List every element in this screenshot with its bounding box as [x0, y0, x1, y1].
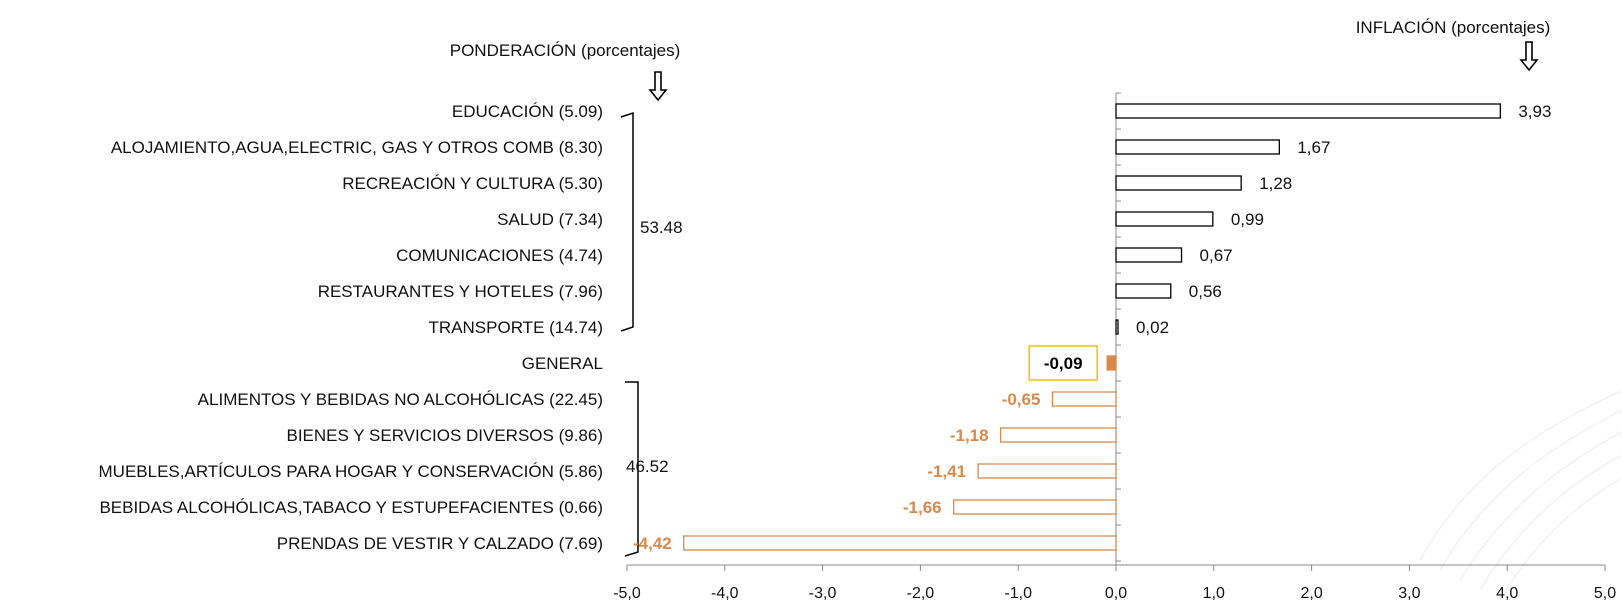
value-label: 0,99: [1231, 210, 1264, 229]
bar: [1051, 391, 1117, 407]
bar: [1115, 103, 1502, 119]
x-tick-label: -5,0: [613, 585, 641, 602]
bar: [1115, 319, 1119, 335]
bars-group: [683, 103, 1502, 551]
category-label: BEBIDAS ALCOHÓLICAS,TABACO Y ESTUPEFACIE…: [99, 498, 603, 517]
upper-group-bracket: [620, 111, 634, 332]
value-label: -1,41: [927, 462, 966, 481]
left-header: PONDERACIÓN (porcentajes): [450, 41, 681, 60]
bar: [977, 463, 1117, 479]
right-header: INFLACIÓN (porcentajes): [1356, 18, 1551, 37]
value-label: -1,18: [950, 426, 989, 445]
left-arrow-icon: [648, 71, 668, 102]
category-label: TRANSPORTE (14.74): [429, 318, 603, 337]
x-tick-label: 2,0: [1300, 585, 1322, 602]
category-label: RECREACIÓN Y CULTURA (5.30): [342, 174, 603, 193]
bar: [1115, 175, 1242, 191]
lower-group-bracket: [624, 381, 639, 557]
category-label: RESTAURANTES Y HOTELES (7.96): [318, 282, 603, 301]
bar: [1115, 139, 1280, 155]
x-tick-label: 5,0: [1594, 585, 1616, 602]
x-tick-label: 0,0: [1105, 585, 1127, 602]
upper-group-total: 53.48: [640, 218, 683, 237]
x-tick-label: -2,0: [907, 585, 935, 602]
category-label: COMUNICACIONES (4.74): [396, 246, 603, 265]
category-label: ALIMENTOS Y BEBIDAS NO ALCOHÓLICAS (22.4…: [198, 390, 603, 409]
x-axis: -5,0 -4,0 -3,0 -2,0 -1,0 0,0 1,0 2,0 3,0 4,0 5,0: [613, 92, 1616, 602]
category-labels: EDUCACIÓN (5.09) ALOJAMIENTO,AGUA,ELECTRI…: [99, 102, 603, 553]
bar: [953, 499, 1117, 515]
right-arrow-icon: [1519, 41, 1539, 72]
general-value-box: [1028, 345, 1098, 381]
watermark-graphic: [1419, 389, 1622, 601]
bar: [999, 427, 1117, 443]
bar: [1115, 247, 1183, 263]
value-label: 1,28: [1259, 174, 1292, 193]
value-label: 3,93: [1518, 102, 1551, 121]
category-label: GENERAL: [522, 354, 603, 373]
value-label: -0,09: [1044, 354, 1083, 373]
bar: [683, 535, 1117, 551]
x-tick-label: -3,0: [809, 585, 837, 602]
bar: [1106, 355, 1117, 371]
x-tick-label: 3,0: [1398, 585, 1420, 602]
x-tick-label: 4,0: [1496, 585, 1518, 602]
category-label: EDUCACIÓN (5.09): [452, 102, 603, 121]
value-label: 1,67: [1297, 138, 1330, 157]
value-label: 0,02: [1136, 318, 1169, 337]
bar: [1115, 211, 1214, 227]
lower-group-total: 46.52: [626, 457, 669, 476]
x-tick-label: 1,0: [1203, 585, 1225, 602]
x-tick-label: -1,0: [1004, 585, 1032, 602]
category-label: MUEBLES,ARTÍCULOS PARA HOGAR Y CONSERVAC…: [99, 462, 603, 481]
bar: [1115, 283, 1172, 299]
value-label: -0,65: [1002, 390, 1041, 409]
category-label: BIENES Y SERVICIOS DIVERSOS (9.86): [286, 426, 603, 445]
x-tick-label: -4,0: [711, 585, 739, 602]
value-label: 0,67: [1200, 246, 1233, 265]
value-label: 0,56: [1189, 282, 1222, 301]
category-label: SALUD (7.34): [497, 210, 603, 229]
category-label: PRENDAS DE VESTIR Y CALZADO (7.69): [277, 534, 603, 553]
category-label: ALOJAMIENTO,AGUA,ELECTRIC, GAS Y OTROS C…: [111, 138, 603, 157]
value-label: -1,66: [903, 498, 942, 517]
value-labels: 3,93 1,67 1,28 0,99 0,67 0,56 0,02 -0,09-0,65 -1…: [633, 102, 1551, 553]
value-label: -4,42: [633, 534, 672, 553]
